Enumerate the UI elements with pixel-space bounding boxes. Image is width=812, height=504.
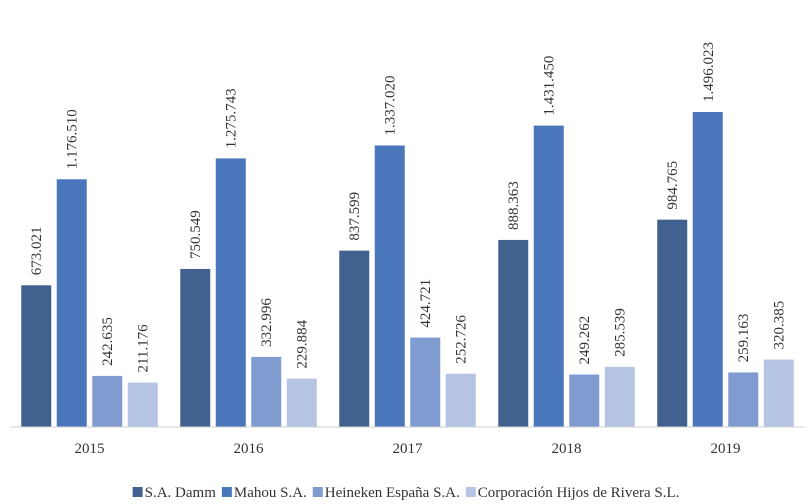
bar xyxy=(763,359,794,427)
data-label: 1.496.023 xyxy=(701,42,717,102)
x-tick-label: 2019 xyxy=(711,441,741,457)
bar xyxy=(215,158,246,427)
legend-swatch xyxy=(132,487,143,497)
data-label: 285.539 xyxy=(613,308,629,357)
data-label: 320.385 xyxy=(772,301,788,350)
bar xyxy=(339,250,370,427)
data-label: 424.721 xyxy=(418,279,434,328)
data-label: 837.599 xyxy=(347,192,363,241)
data-label: 673.021 xyxy=(29,227,45,276)
bar xyxy=(374,145,405,427)
bar xyxy=(569,374,600,427)
data-label: 252.726 xyxy=(454,315,470,364)
data-label: 1.275.743 xyxy=(224,88,240,148)
bar xyxy=(92,375,123,427)
bar xyxy=(728,372,759,427)
bar xyxy=(445,373,476,427)
bar xyxy=(286,378,317,427)
data-label: 1.431.450 xyxy=(542,56,558,116)
data-label: 259.163 xyxy=(736,314,752,363)
data-label: 750.549 xyxy=(188,210,204,259)
bar xyxy=(604,366,635,427)
legend-label: S.A. Damm xyxy=(145,485,217,501)
data-label: 888.363 xyxy=(506,181,522,230)
legend-swatch xyxy=(221,487,232,497)
data-label: 1.176.510 xyxy=(65,109,81,169)
x-tick-label: 2018 xyxy=(552,441,582,457)
bar xyxy=(180,268,211,427)
bar xyxy=(657,219,688,427)
legend-label: Heineken España S.A. xyxy=(325,485,460,501)
bar xyxy=(692,112,723,427)
data-label: 984.765 xyxy=(665,161,681,210)
x-tick-label: 2017 xyxy=(393,441,424,457)
data-label: 332.996 xyxy=(259,298,275,347)
data-label: 242.635 xyxy=(100,317,116,366)
data-label: 229.884 xyxy=(295,319,311,368)
bar xyxy=(498,239,529,427)
legend-label: Corporación Hijos de Rivera S.L. xyxy=(478,485,680,501)
data-label: 249.262 xyxy=(577,316,593,365)
bar xyxy=(251,356,282,427)
bar xyxy=(410,337,441,427)
bar xyxy=(21,285,52,427)
bar xyxy=(56,179,87,427)
data-label: 1.337.020 xyxy=(383,75,399,135)
data-label: 211.176 xyxy=(136,324,152,373)
legend-swatch xyxy=(312,487,323,497)
bar xyxy=(127,382,158,427)
bar xyxy=(533,125,564,428)
x-tick-label: 2015 xyxy=(75,441,105,457)
x-tick-label: 2016 xyxy=(234,441,265,457)
legend-swatch xyxy=(465,487,476,497)
legend-label: Mahou S.A. xyxy=(234,485,307,501)
